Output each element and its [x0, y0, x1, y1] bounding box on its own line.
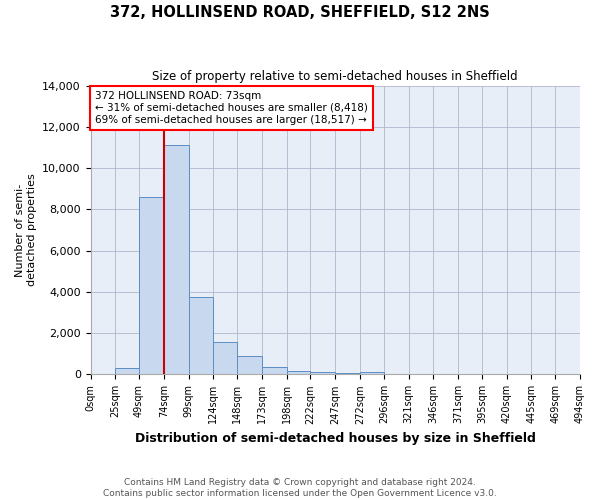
- Bar: [310, 372, 335, 374]
- Y-axis label: Number of semi-
detached properties: Number of semi- detached properties: [15, 174, 37, 286]
- X-axis label: Distribution of semi-detached houses by size in Sheffield: Distribution of semi-detached houses by …: [135, 432, 536, 445]
- Bar: [287, 371, 310, 374]
- Bar: [164, 146, 188, 374]
- Text: 372, HOLLINSEND ROAD, SHEFFIELD, S12 2NS: 372, HOLLINSEND ROAD, SHEFFIELD, S12 2NS: [110, 5, 490, 20]
- Bar: [360, 372, 384, 374]
- Bar: [115, 368, 139, 374]
- Bar: [214, 342, 237, 374]
- Title: Size of property relative to semi-detached houses in Sheffield: Size of property relative to semi-detach…: [152, 70, 518, 83]
- Bar: [262, 367, 287, 374]
- Text: 372 HOLLINSEND ROAD: 73sqm
← 31% of semi-detached houses are smaller (8,418)
69%: 372 HOLLINSEND ROAD: 73sqm ← 31% of semi…: [95, 92, 368, 124]
- Text: Contains HM Land Registry data © Crown copyright and database right 2024.
Contai: Contains HM Land Registry data © Crown c…: [103, 478, 497, 498]
- Bar: [335, 373, 360, 374]
- Bar: [139, 197, 164, 374]
- Bar: [188, 297, 214, 374]
- Bar: [237, 356, 262, 374]
